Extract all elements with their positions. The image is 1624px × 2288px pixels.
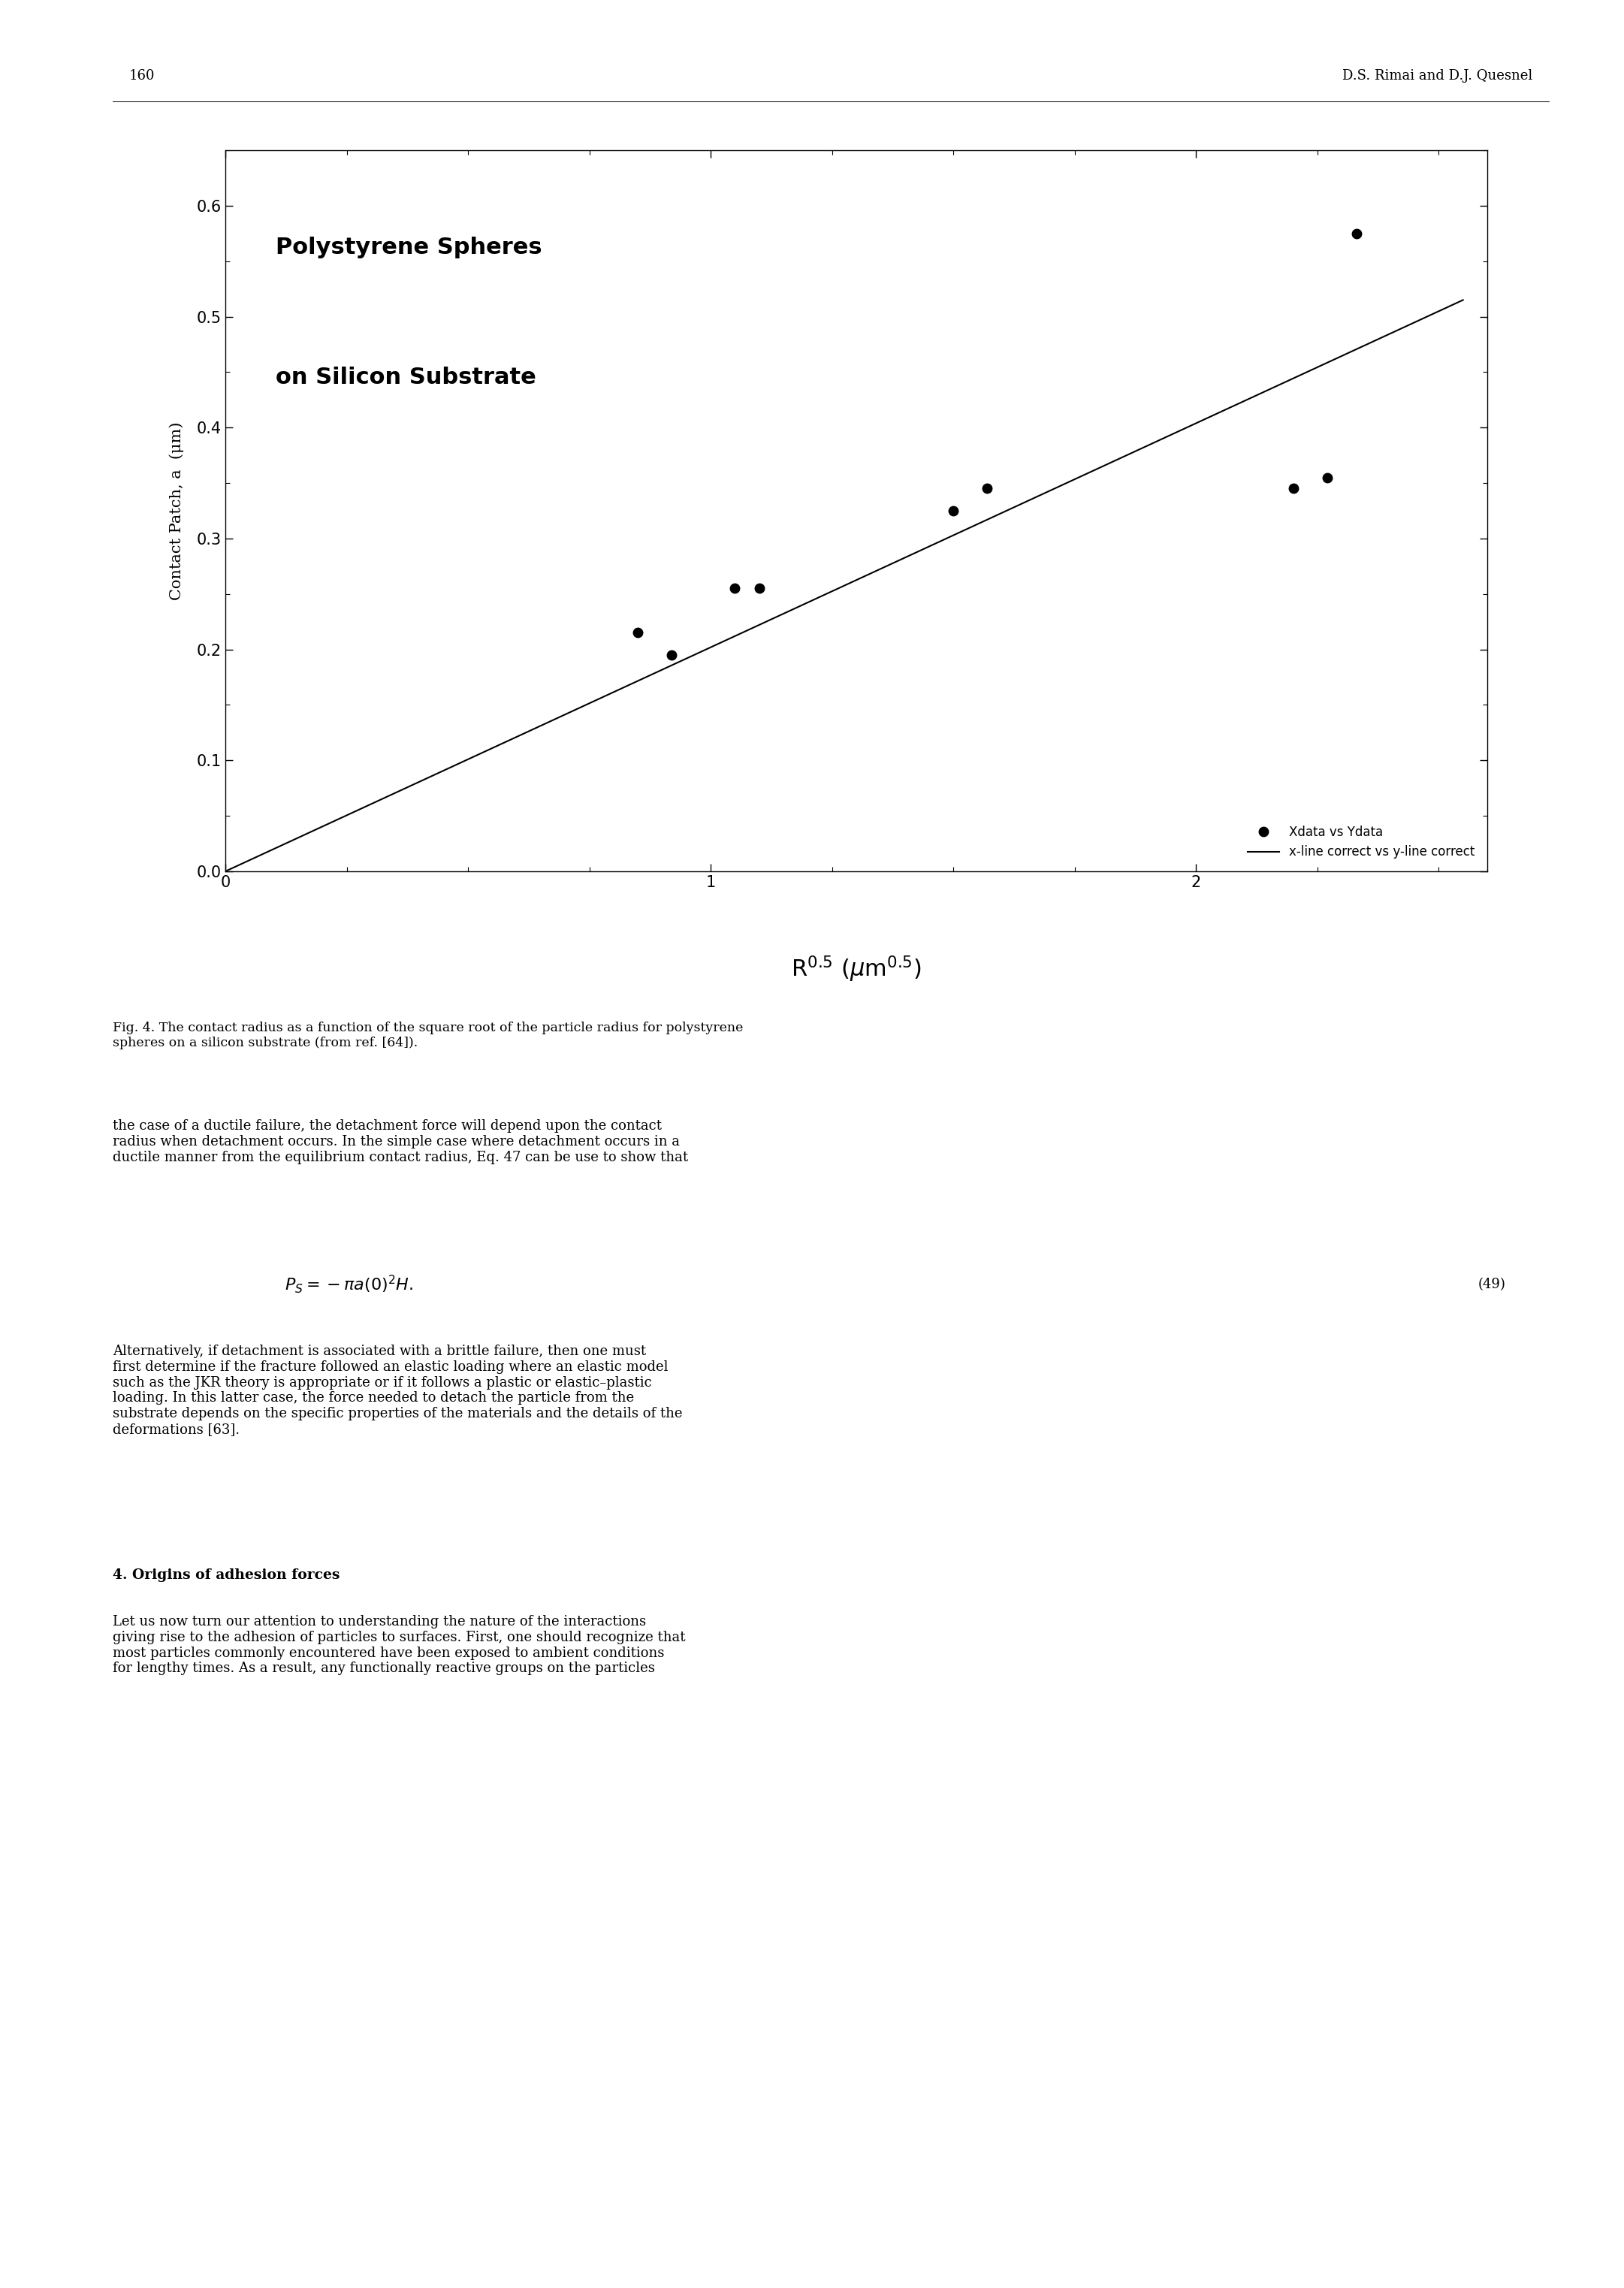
Text: D.S. Rimai and D.J. Quesnel: D.S. Rimai and D.J. Quesnel: [1343, 69, 1533, 82]
Text: Fig. 4. The contact radius as a function of the square root of the particle radi: Fig. 4. The contact radius as a function…: [112, 1020, 744, 1050]
Point: [625, 615, 651, 652]
Text: 4. Origins of adhesion forces: 4. Origins of adhesion forces: [112, 1570, 339, 1583]
Y-axis label: Contact Patch, a  (μm): Contact Patch, a (μm): [169, 421, 184, 599]
Text: (49): (49): [1478, 1277, 1505, 1290]
Text: the case of a ductile failure, the detachment force will depend upon the contact: the case of a ductile failure, the detac…: [112, 1119, 689, 1165]
Point: [1343, 215, 1369, 252]
Point: [723, 570, 749, 606]
Text: on Silicon Substrate: on Silicon Substrate: [276, 366, 536, 389]
Text: 160: 160: [128, 69, 154, 82]
Point: [1314, 460, 1340, 496]
Point: [1280, 471, 1306, 508]
Point: [659, 636, 685, 673]
Point: [747, 570, 773, 606]
Text: $P_S = -\pi a(0)^2 H.$: $P_S = -\pi a(0)^2 H.$: [286, 1274, 414, 1295]
Text: Alternatively, if detachment is associated with a brittle failure, then one must: Alternatively, if detachment is associat…: [112, 1345, 682, 1437]
Point: [940, 492, 966, 529]
Text: Let us now turn our attention to understanding the nature of the interactions
gi: Let us now turn our attention to underst…: [112, 1615, 685, 1675]
Point: [974, 471, 1000, 508]
Legend: Xdata vs Ydata, x-line correct vs y-line correct: Xdata vs Ydata, x-line correct vs y-line…: [1241, 819, 1481, 865]
Text: Polystyrene Spheres: Polystyrene Spheres: [276, 236, 542, 259]
Text: $\mathrm{R}^{0.5}\ (\mu\mathrm{m}^{0.5})$: $\mathrm{R}^{0.5}\ (\mu\mathrm{m}^{0.5})…: [791, 954, 921, 984]
